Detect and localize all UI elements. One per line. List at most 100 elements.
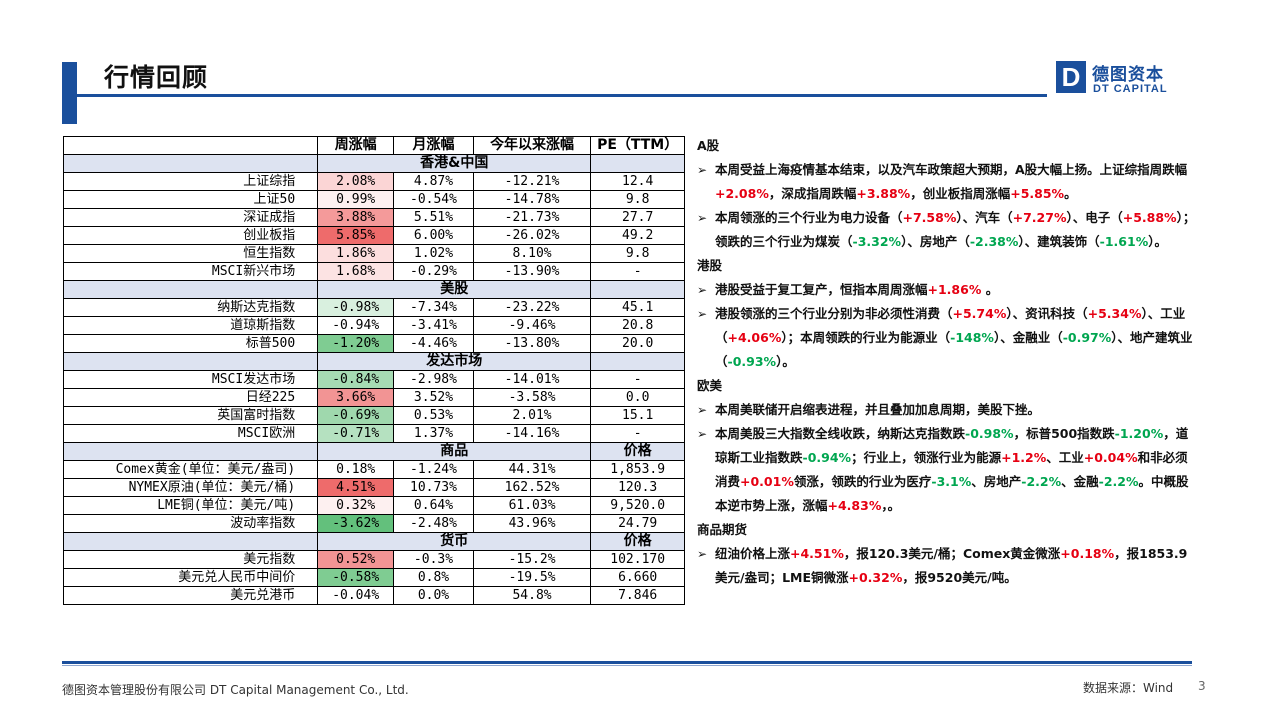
commentary-text: ）、建筑装饰（ (1018, 234, 1100, 249)
commentary-text: ，创业板指周涨幅 (910, 186, 1011, 201)
commentary-text: ，报120.3美元/桶；Comex黄金微涨 (843, 546, 1061, 561)
name-cell: 美元兑人民币中间价 (62, 568, 319, 587)
footer-line-thin (62, 665, 1192, 666)
logo-en-text: DT CAPITAL (1093, 83, 1168, 95)
table-row: 道琼斯指数 -0.94% -3.41% -9.46% 20.8 (62, 316, 685, 335)
commentary-text: 本周领涨的三个行业为电力设备（ (715, 210, 903, 225)
commentary-value: +0.32% (848, 570, 903, 585)
week-change-cell: 2.08% (317, 172, 395, 191)
name-cell: 创业板指 (62, 226, 319, 245)
commentary-bullet: ➢ 本周美联储开启缩表进程，并且叠加加息周期，美股下挫。 (697, 398, 1197, 422)
name-cell: 道琼斯指数 (62, 316, 319, 335)
month-change-cell: -0.54% (393, 190, 474, 209)
table-row: Comex黄金(单位：美元/盎司) 0.18% -1.24% 44.31% 1,853.… (62, 460, 685, 479)
ytd-change-cell: -14.16% (472, 424, 592, 443)
ytd-change-cell: 61.03% (472, 496, 592, 515)
ytd-change-cell: 2.01% (472, 406, 592, 425)
section-extra-header (590, 154, 685, 173)
month-change-cell: -2.98% (393, 370, 474, 389)
commentary-value: -0.93% (727, 354, 777, 369)
page-title: 行情回顾 (104, 63, 209, 92)
pe-price-cell: 120.3 (590, 478, 685, 497)
name-cell: MSCI新兴市场 (62, 262, 319, 281)
header-pe: PE（TTM） (590, 136, 685, 155)
pe-price-cell: - (590, 262, 685, 281)
commentary-value: +5.74% (952, 306, 1007, 321)
market-table: 周涨幅 月涨幅 今年以来涨幅 PE（TTM） 香港&中国 上证综指 2.08% 4.8… (62, 136, 685, 605)
commentary-value: -148% (950, 330, 994, 345)
week-change-cell: 3.66% (317, 388, 395, 407)
section-label-pad (62, 154, 319, 173)
section-label: 香港&中国 (317, 154, 592, 173)
header-week: 周涨幅 (317, 136, 395, 155)
title-underline (62, 94, 1047, 97)
commentary-text: 。中概股本逆市势上涨，涨幅 (715, 474, 1189, 513)
commentary-text: ）、汽车（ (956, 210, 1013, 225)
table-row: 标普500 -1.20% -4.46% -13.80% 20.0 (62, 334, 685, 353)
commentary-text: ）、工业（ (715, 306, 1186, 345)
commentary-text: ）。 (1148, 234, 1167, 249)
header-ytd: 今年以来涨幅 (472, 136, 592, 155)
name-cell: 恒生指数 (62, 244, 319, 263)
commentary-text: ，深成指周跌幅 (768, 186, 857, 201)
pe-price-cell: 24.79 (590, 514, 685, 533)
commentary-text: 港股受益于复工复产，恒指本周周涨幅 (715, 282, 928, 297)
ytd-change-cell: -12.21% (472, 172, 592, 191)
ytd-change-cell: 162.52% (472, 478, 592, 497)
pe-price-cell: 1,853.9 (590, 460, 685, 479)
section-extra-header: 价格 (590, 442, 685, 461)
month-change-cell: 0.53% (393, 406, 474, 425)
name-cell: 波动率指数 (62, 514, 319, 533)
pe-price-cell: 20.0 (590, 334, 685, 353)
commentary-text: 。 (1064, 186, 1077, 201)
commentary-panel: A股 ➢ 本周受益上海疫情基本结束，以及汽车政策超大预期，A股大幅上扬。上证综指周跌… (697, 134, 1197, 590)
section-extra-header (590, 352, 685, 371)
commentary-value: +4.06% (727, 330, 782, 345)
commentary-text: ）；领跌的三个行业为煤炭（ (715, 210, 1196, 249)
pe-price-cell: 49.2 (590, 226, 685, 245)
commentary-text: ，报9520美元/吨。 (902, 570, 1017, 585)
commentary-text: 本周美联储开启缩表进程，并且叠加加息周期，美股下挫。 (715, 402, 1041, 417)
footer-line (62, 661, 1192, 664)
name-cell: MSCI欧洲 (62, 424, 319, 443)
commentary-heading: 欧美 (697, 378, 723, 393)
table-row: 日经225 3.66% 3.52% -3.58% 0.0 (62, 388, 685, 407)
week-change-cell: -3.62% (317, 514, 395, 533)
commentary-text: ，道琼斯工业指数跌 (715, 426, 1189, 465)
commentary-value: -0.98% (965, 426, 1014, 441)
commentary-text: 和非必须消费 (715, 450, 1188, 489)
commentary-text: 本周受益上海疫情基本结束，以及汽车政策超大预期，A股大幅上扬。上证综指周跌幅 (715, 162, 1188, 177)
pe-price-cell: 45.1 (590, 298, 685, 317)
week-change-cell: -0.69% (317, 406, 395, 425)
commentary-value: +0.04% (1083, 450, 1138, 465)
table-row: 英国富时指数 -0.69% 0.53% 2.01% 15.1 (62, 406, 685, 425)
table-row: 深证成指 3.88% 5.51% -21.73% 27.7 (62, 208, 685, 227)
commentary-value: -3.1% (931, 474, 972, 489)
pe-price-cell: 9.8 (590, 244, 685, 263)
table-row: 上证50 0.99% -0.54% -14.78% 9.8 (62, 190, 685, 209)
table-row: MSCI新兴市场 1.68% -0.29% -13.90% - (62, 262, 685, 281)
section-label-pad (62, 442, 319, 461)
table-row: MSCI欧洲 -0.71% 1.37% -14.16% - (62, 424, 685, 443)
commentary-text: 本周美股三大指数全线收跌，纳斯达克指数跌 (715, 426, 966, 441)
week-change-cell: -0.94% (317, 316, 395, 335)
commentary-value: -2.38% (969, 234, 1019, 249)
section-label: 商品 (317, 442, 592, 461)
commentary-value: -2.2% (1021, 474, 1062, 489)
name-cell: Comex黄金(单位：美元/盎司) (62, 460, 319, 479)
commentary-text: 、工业 (1046, 450, 1084, 465)
ytd-change-cell: -13.80% (472, 334, 592, 353)
week-change-cell: 3.88% (317, 208, 395, 227)
week-change-cell: 0.18% (317, 460, 395, 479)
pe-price-cell: 0.0 (590, 388, 685, 407)
pe-price-cell: 9,520.0 (590, 496, 685, 515)
name-cell: LME铜(单位：美元/吨) (62, 496, 319, 515)
commentary-heading: 商品期货 (697, 522, 748, 537)
section-extra-header (590, 280, 685, 299)
ytd-change-cell: 44.31% (472, 460, 592, 479)
week-change-cell: 0.52% (317, 550, 395, 569)
ytd-change-cell: -3.58% (472, 388, 592, 407)
week-change-cell: 1.68% (317, 262, 395, 281)
ytd-change-cell: 8.10% (472, 244, 592, 263)
commentary-value: +7.58% (902, 210, 957, 225)
